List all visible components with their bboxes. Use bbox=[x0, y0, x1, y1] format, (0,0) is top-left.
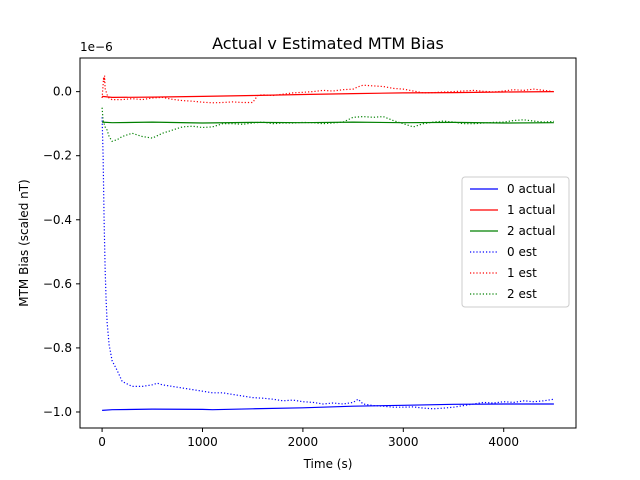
legend-label: 2 actual bbox=[507, 224, 555, 238]
legend-label: 0 est bbox=[507, 245, 537, 259]
y-tick-label: −0.8 bbox=[43, 341, 72, 355]
x-tick-label: 0 bbox=[98, 435, 106, 449]
legend-label: 0 actual bbox=[507, 182, 555, 196]
series-line-2-actual bbox=[102, 121, 554, 124]
legend-label: 1 actual bbox=[507, 203, 555, 217]
y-tick-label: 0.0 bbox=[53, 85, 72, 99]
chart-title: Actual v Estimated MTM Bias bbox=[212, 34, 444, 53]
x-axis: 0 1000 2000 3000 4000 bbox=[98, 428, 519, 449]
axes-frame bbox=[79, 57, 577, 429]
x-tick-label: 1000 bbox=[187, 435, 218, 449]
y-axis-label: MTM Bias (scaled nT) bbox=[17, 179, 31, 307]
y-tick-label: −0.4 bbox=[43, 213, 72, 227]
x-tick-label: 3000 bbox=[388, 435, 419, 449]
x-axis-label: Time (s) bbox=[303, 457, 353, 471]
y-tick-label: −0.2 bbox=[43, 149, 72, 163]
y-tick-label: −1.0 bbox=[43, 405, 72, 419]
legend-label: 2 est bbox=[507, 287, 537, 301]
legend-label: 1 est bbox=[507, 266, 537, 280]
series-line-2-est bbox=[101, 107, 554, 143]
y-tick-label: −0.6 bbox=[43, 277, 72, 291]
series-group bbox=[101, 75, 554, 411]
series-line-0-actual bbox=[102, 403, 554, 411]
x-tick-label: 2000 bbox=[288, 435, 319, 449]
x-tick-label: 4000 bbox=[488, 435, 519, 449]
y-axis: 0.0 −0.2 −0.4 −0.6 −0.8 −1.0 bbox=[43, 85, 80, 419]
y-offset-label: 1e−6 bbox=[80, 40, 113, 54]
legend: 0 actual 1 actual 2 actual 0 est 1 est 2 est bbox=[461, 176, 570, 308]
series-line-0-est bbox=[101, 117, 554, 410]
series-line-1-actual bbox=[102, 91, 554, 99]
